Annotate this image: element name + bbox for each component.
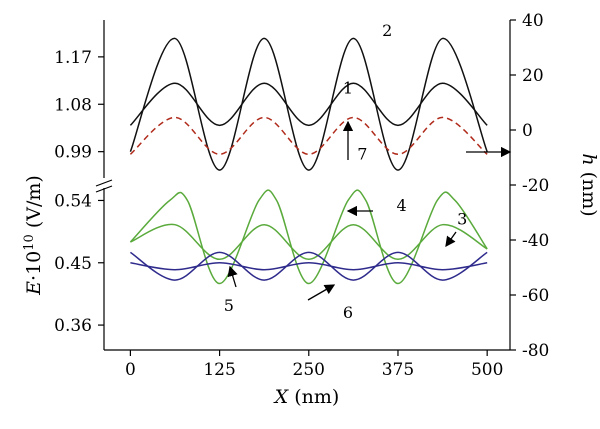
x-axis-title: X (nm) (273, 386, 340, 408)
right-tick-label: -20 (522, 176, 549, 196)
series-line-7 (129, 116, 488, 156)
right-tick-label: -40 (522, 231, 549, 251)
left-bottom-tick-label: 0.54 (54, 191, 92, 211)
right-tick-label: 0 (522, 121, 533, 141)
left-axis-title: E·1010 (V/m) (22, 175, 45, 296)
x-tick-label: 500 (471, 360, 503, 380)
right-tick-label: 20 (522, 66, 544, 86)
left-top-tick-label: 0.99 (54, 143, 92, 163)
left-bottom-tick-label: 0.45 (54, 254, 92, 274)
axis-break-mark-upper (95, 179, 113, 187)
axes (95, 20, 511, 351)
curve-label: 2 (382, 21, 392, 40)
series-line-3 (130, 223, 488, 261)
arrow-curve-3 (445, 231, 457, 248)
right-axis-title: h (nm) (578, 153, 600, 216)
series-line-1 (129, 82, 488, 127)
curve-label: 5 (224, 296, 234, 315)
right-tick-label: 40 (522, 11, 544, 31)
series-line-6 (130, 262, 488, 271)
series-line-5 (129, 251, 488, 281)
x-tick-label: 250 (293, 360, 325, 380)
x-tick-label: 125 (203, 360, 235, 380)
right-tick-label: -80 (522, 341, 549, 361)
left-top-tick-label: 1.17 (54, 48, 92, 68)
curve-label: 6 (343, 303, 353, 322)
curve-label: 3 (457, 210, 467, 229)
series-group (129, 37, 488, 285)
curve-label: 7 (357, 145, 367, 164)
series-line-2 (129, 37, 488, 171)
curve-label: 4 (396, 196, 406, 215)
ticks: 0 125 250 375 5000.991.081.170.360.450.54-80… (54, 11, 549, 380)
left-top-tick-label: 1.08 (54, 95, 92, 115)
arrow-curve-6 (307, 284, 336, 301)
series-line-4 (129, 189, 488, 285)
x-tick-label: 0 (125, 360, 136, 380)
curve-label: 1 (343, 79, 353, 98)
right-tick-label: -60 (522, 286, 549, 306)
left-bottom-tick-label: 0.36 (54, 316, 92, 336)
arrows (227, 120, 512, 301)
annotations: 1 2 7 4 3 5 6 (224, 21, 468, 322)
arrow-curve-5 (227, 265, 238, 288)
x-tick-label: 375 (382, 360, 414, 380)
